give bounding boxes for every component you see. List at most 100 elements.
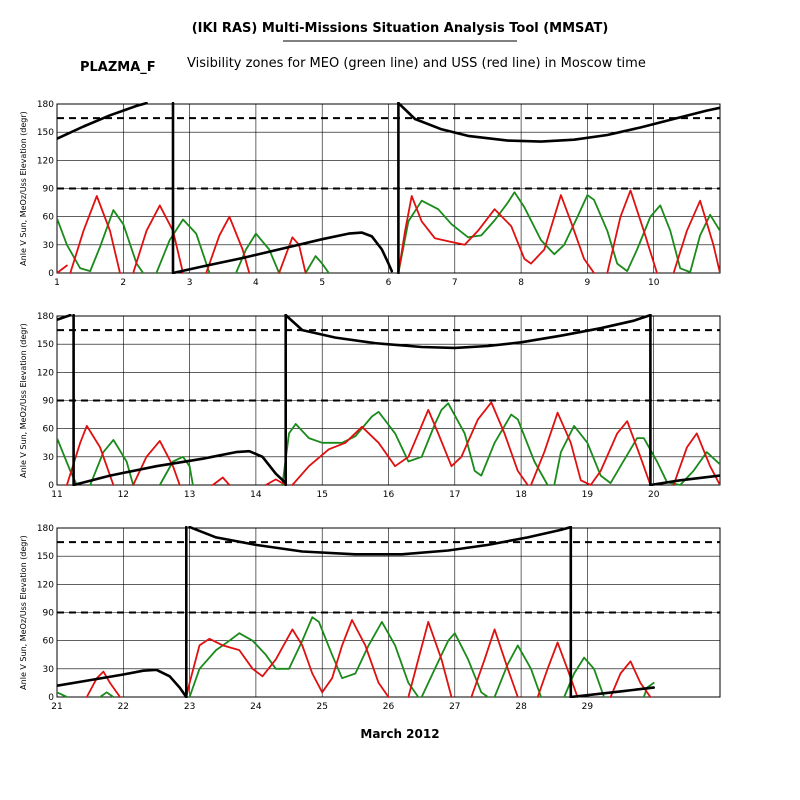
x-tick-label: 17 — [449, 490, 460, 500]
y-tick-label: 180 — [37, 100, 54, 110]
meo-line — [281, 402, 549, 486]
x-tick-label: 9 — [585, 278, 591, 288]
y-axis-label: Anle V Sun, MeOz/Uss Elevation (degr) — [19, 323, 28, 478]
uss-line — [264, 478, 287, 486]
uss-line — [185, 619, 390, 698]
y-tick-label: 30 — [43, 665, 55, 675]
y-tick-label: 90 — [43, 185, 55, 195]
chart-panel-3: 21 22 23 24 25 26 27 28 29 0 30 60 90 120 150 180 Anle V… — [19, 524, 721, 712]
x-tick-label: 18 — [515, 490, 527, 500]
y-tick-label: 150 — [37, 340, 54, 350]
series-group — [57, 102, 720, 274]
meo-line — [188, 616, 420, 698]
uss-line — [211, 476, 231, 486]
y-tick-label: 120 — [37, 580, 54, 590]
sun-angle-line — [649, 474, 720, 486]
x-tick-label: 8 — [518, 278, 524, 288]
x-tick-label: 19 — [582, 490, 594, 500]
x-tick-label: 12 — [118, 490, 129, 500]
sun-angle-line — [569, 686, 655, 698]
x-tick-label: 7 — [452, 278, 458, 288]
meo-line — [57, 209, 145, 274]
x-tick-label: 3 — [187, 278, 193, 288]
x-tick-label: 27 — [449, 702, 460, 712]
x-tick-label: 22 — [118, 702, 129, 712]
y-tick-label: 180 — [37, 524, 54, 534]
uss-line — [606, 189, 658, 274]
x-tick-label: 14 — [250, 490, 262, 500]
chart-panel-1: 1 2 3 4 5 6 7 8 9 10 0 30 60 90 120 150 180 Anle V Sun, M… — [19, 100, 721, 288]
meo-line — [493, 644, 542, 698]
y-tick-label: 0 — [48, 481, 54, 491]
uss-line — [291, 401, 529, 486]
chart-panel-2: 11 12 13 14 15 16 17 18 19 20 0 30 60 90 120 150 180 Anle… — [19, 312, 721, 500]
uss-line — [672, 432, 720, 486]
x-axis-label: March 2012 — [360, 727, 439, 741]
sun-angle-line — [397, 102, 720, 143]
y-axis-label: Anle V Sun, MeOz/Uss Elevation (degr) — [19, 111, 28, 266]
x-tick-label: 23 — [184, 702, 195, 712]
meo-line — [158, 455, 194, 486]
meo-line — [420, 632, 489, 698]
uss-line — [407, 621, 453, 698]
x-tick-label: 26 — [383, 702, 395, 712]
chart-subtitle: Visibility zones for MEO (green line) an… — [187, 56, 646, 71]
x-tick-label: 29 — [582, 702, 594, 712]
x-tick-label: 20 — [648, 490, 660, 500]
uss-line — [69, 195, 121, 274]
y-tick-label: 120 — [37, 368, 54, 378]
y-tick-label: 0 — [48, 269, 54, 279]
meo-line — [397, 191, 720, 274]
meo-line — [89, 439, 135, 486]
uss-line — [530, 411, 652, 486]
sun-angle-line — [171, 231, 394, 274]
uss-line — [85, 670, 121, 698]
uss-line — [536, 641, 579, 698]
x-tick-label: 2 — [120, 278, 126, 288]
uss-line — [66, 425, 115, 486]
meo-line — [155, 218, 211, 274]
uss-line — [672, 199, 720, 274]
x-tick-label: 6 — [386, 278, 392, 288]
y-tick-label: 90 — [43, 609, 55, 619]
meo-line — [553, 425, 720, 486]
y-tick-label: 0 — [48, 693, 54, 703]
y-tick-label: 150 — [37, 552, 54, 562]
x-tick-label: 16 — [383, 490, 395, 500]
y-tick-label: 120 — [37, 156, 54, 166]
x-tick-label: 11 — [51, 490, 62, 500]
uss-line — [132, 440, 181, 486]
uss-line — [470, 628, 519, 698]
uss-line — [57, 264, 68, 274]
x-tick-label: 15 — [316, 490, 327, 500]
sun-angle-line — [57, 668, 188, 698]
y-tick-label: 60 — [43, 637, 55, 647]
series-group — [57, 526, 655, 698]
y-tick-label: 150 — [37, 128, 54, 138]
uss-line — [278, 236, 307, 274]
x-tick-label: 10 — [648, 278, 660, 288]
x-tick-label: 21 — [51, 702, 62, 712]
page-title: (IKI RAS) Multi-Missions Situation Analy… — [192, 21, 609, 36]
x-tick-label: 13 — [184, 490, 195, 500]
uss-line — [132, 204, 184, 274]
meo-line — [57, 691, 68, 698]
y-axis-label: Anle V Sun, MeOz/Uss Elevation (degr) — [19, 535, 28, 690]
x-tick-label: 4 — [253, 278, 259, 288]
sun-angle-line — [284, 314, 652, 350]
x-tick-label: 24 — [250, 702, 262, 712]
y-tick-label: 60 — [43, 425, 55, 435]
meo-line — [304, 255, 330, 274]
sun-angle-line — [72, 449, 287, 486]
sun-angle-line — [57, 102, 148, 140]
y-tick-label: 180 — [37, 312, 54, 322]
satellite-name: PLAZMA_F — [80, 60, 156, 75]
uss-line — [397, 194, 595, 274]
x-tick-label: 1 — [54, 278, 60, 288]
sun-angle-line — [188, 526, 573, 556]
plot-frame — [56, 315, 721, 486]
meo-line — [99, 691, 115, 698]
y-tick-label: 90 — [43, 397, 55, 407]
